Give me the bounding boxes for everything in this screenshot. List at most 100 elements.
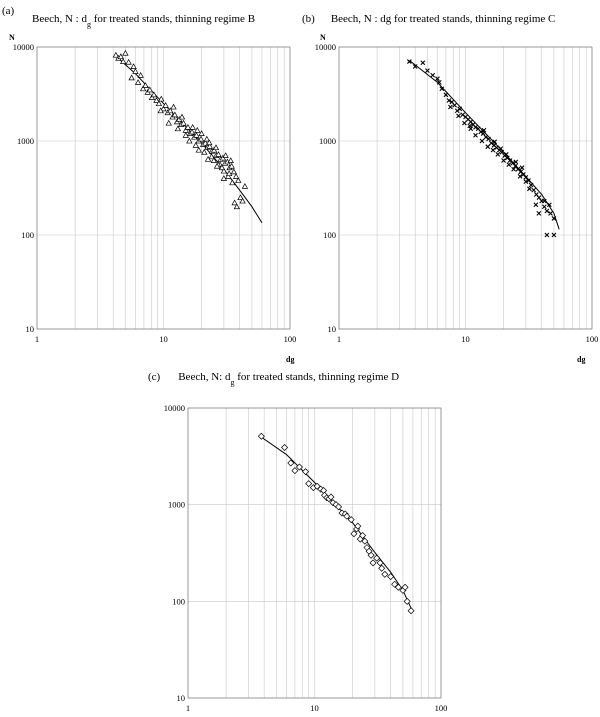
chart-c-data-point [343,512,351,520]
chart-b-points [406,59,557,238]
chart-b-data-point [531,187,537,193]
chart-a-ylabel: N [9,33,15,42]
chart-a-data-point [233,203,241,210]
chart-a-data-point [218,164,226,171]
chart-b-data-point [420,60,426,66]
chart-b-y-tick-label: 10 [328,324,337,334]
chart-a-data-point [158,95,165,102]
chart-a-data-point [139,85,147,92]
chart-a-title-main: Beech, N : d [32,13,87,25]
chart-b-data-point [501,158,506,163]
chart-b-data-point [492,139,498,145]
chart-c-data-point [281,444,289,452]
chart-b-data-point [435,76,440,82]
chart-c-data-point [347,516,355,524]
chart-c-data-point [403,597,411,605]
chart-b-data-point [486,136,491,142]
chart-a-data-point [204,155,212,162]
chart-b-data-point [425,68,430,74]
chart-a-data-point [197,135,205,142]
chart-a-data-point [235,177,242,183]
chart-a-title-rest: for treated stands, thinning regime B [91,13,255,25]
chart-b-data-point [527,186,532,192]
chart-a-data-point [198,130,205,136]
chart-c-data-point [295,463,303,471]
chart-a-data-point [212,144,220,151]
chart-c-data-point [401,583,409,591]
chart-b-data-point [485,144,491,150]
chart-c-data-point [381,570,389,578]
chart-c-data-point [287,459,295,467]
chart-a-data-point [225,170,233,177]
chart-a-data-point [208,153,215,160]
chart-a-data-point [146,86,154,93]
chart-a-data-point [119,58,127,64]
chart-a-data-point [125,58,132,65]
chart-c-data-point [359,531,367,539]
chart-b-plot-frame [338,46,593,330]
chart-c-x-tick-label: 100 [435,703,448,713]
chart-a-points [112,49,249,210]
chart-a-data-point [189,123,196,130]
chart-b-data-point [495,152,501,157]
chart-a-x-tick-label: 100 [284,334,297,344]
chart-b-data-point [511,166,516,172]
chart-c-points [257,432,415,615]
chart-c-data-point [335,503,343,511]
chart-c-panel-label: (c) [148,371,161,383]
chart-a-grid [37,47,290,329]
chart-a-data-point [241,182,249,189]
chart-c-title-rest: for treated stands, thinning regime D [234,371,399,383]
chart-a-data-point [112,51,120,58]
chart-a-data-point [182,131,189,138]
chart-b-data-point [481,127,487,133]
chart-a-data-point [239,197,246,204]
chart-c-data-point [327,493,335,501]
chart-c-y-tick-label: 10000 [164,403,185,413]
chart-c-grid [188,408,441,698]
chart-b-data-point [430,72,436,78]
chart-b-data-point [513,159,519,165]
chart-a-data-point [229,179,236,186]
chart-a-title: Beech, N : dg for treated stands, thinni… [32,13,255,29]
chart-b-data-point [548,210,553,216]
chart-a-data-point [220,175,228,181]
chart-b: (b) Beech, N : dg for treated stands, thi… [302,13,598,364]
chart-c-x-tick-label: 1 [186,703,190,713]
chart-c-data-point [367,551,375,559]
chart-a-data-point [171,111,179,118]
chart-b-data-point [517,174,523,179]
chart-c-data-point [361,537,369,545]
chart-b-data-point [536,210,542,216]
chart-a-data-point [170,103,177,110]
chart-a-panel-label: (a) [2,5,15,17]
chart-b-data-point [551,232,557,238]
chart-b-data-point [452,102,457,108]
chart-c-title: (c) Beech, N: dg for treated stands, thin… [148,371,399,387]
chart-c-data-point [291,467,299,475]
chart-c-data-point [394,583,402,591]
chart-a-data-point [150,91,158,98]
chart-c-data-point [369,559,377,567]
chart-a-y-tick-label: 1000 [17,136,34,146]
chart-a-x-tick-label: 10 [159,334,168,344]
chart-c-y-tick-label: 10 [177,693,186,703]
chart-a-data-point [155,100,163,107]
chart-b-data-point [523,179,529,184]
chart-a-data-point [192,141,199,148]
chart-c-data-point [350,530,358,538]
chart-a-plot-frame [36,46,291,330]
chart-a-data-point [195,146,202,153]
chart-b-y-tick-label: 100 [323,230,336,240]
chart-b-data-point [519,165,525,171]
chart-a-data-point [162,101,169,108]
chart-a-data-point [148,94,156,100]
chart-b-data-point [446,98,452,103]
chart-b-data-point [546,202,552,208]
chart-a-data-point [122,49,129,56]
chart-a-data-point [165,119,172,126]
chart-b-data-point [528,182,534,188]
chart-c-data-point [305,480,313,488]
chart-b-data-point [541,198,547,204]
